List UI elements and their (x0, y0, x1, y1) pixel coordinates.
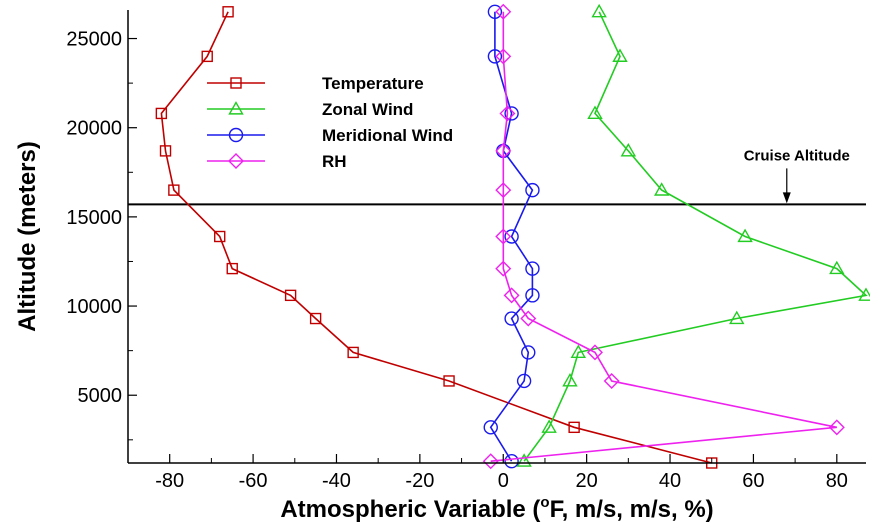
x-tick-label: 60 (742, 470, 764, 492)
legend-item-meridional-wind: Meridional Wind (207, 126, 453, 145)
y-ticks: 5000 10000 15000 20000 25000 (66, 29, 137, 441)
data-point-circle (228, 127, 244, 143)
data-point-triangle (737, 228, 753, 243)
data-point-diamond (495, 260, 512, 277)
x-axis-title-part1: Atmospheric Variable ( (280, 496, 540, 523)
y-axis-title: Altitude (meters) (14, 141, 41, 332)
data-point-circle (504, 106, 519, 121)
data-point-triangle (570, 344, 587, 359)
series-group (155, 3, 870, 470)
data-point-circle (525, 182, 540, 198)
data-point-circle (504, 454, 519, 469)
data-point-diamond (520, 310, 537, 327)
x-axis-title: Atmospheric Variable (oF, m/s, m/s, %) (280, 494, 713, 523)
data-point-triangle (562, 373, 578, 387)
data-point-diamond (495, 142, 512, 159)
data-point-circle (525, 288, 540, 303)
series-line-zonal-wind (523, 11, 868, 462)
data-point-square (347, 346, 359, 359)
data-point-triangle (729, 310, 745, 325)
x-tick-label: -20 (405, 470, 434, 492)
data-point-diamond (603, 372, 620, 389)
data-point-diamond (495, 3, 512, 20)
data-point-diamond (495, 182, 512, 199)
legend-item-temperature: Temperature (207, 74, 424, 93)
data-point-circle (525, 261, 540, 276)
data-point-square (222, 6, 234, 18)
legend-label: RH (322, 152, 347, 171)
x-tick-label: 20 (576, 470, 598, 492)
cruise-altitude-arrow-head (782, 192, 791, 204)
data-point-diamond (828, 419, 845, 436)
series-temperature (155, 6, 718, 469)
cruise-altitude-reference: Cruise Altitude (128, 147, 866, 206)
data-point-square (168, 184, 180, 196)
data-point-circle (483, 420, 498, 435)
x-ticks: -80 -60 -40 -20 0 20 40 60 80 (127, 454, 848, 492)
data-point-diamond (495, 48, 512, 65)
x-tick-label: 0 (498, 470, 509, 492)
y-tick-label: 15000 (66, 207, 122, 229)
data-point-square (201, 50, 213, 63)
data-point-triangle (541, 419, 557, 433)
data-point-diamond (482, 453, 499, 470)
data-point-triangle (591, 3, 607, 18)
data-point-triangle (653, 182, 670, 196)
data-point-square (309, 312, 322, 325)
data-point-square (226, 262, 238, 275)
cruise-altitude-label: Cruise Altitude (744, 147, 850, 164)
data-point-circle (504, 229, 519, 244)
data-point-circle (521, 345, 536, 360)
y-tick-label: 5000 (78, 385, 123, 407)
legend-item-rh: RH (207, 152, 347, 171)
data-point-square (230, 77, 242, 89)
data-point-triangle (829, 260, 845, 275)
data-point-triangle (612, 48, 628, 62)
x-axis-title-part2: F, m/s, m/s, %) (550, 496, 714, 523)
data-point-circle (504, 311, 519, 326)
series-meridional-wind (483, 4, 540, 469)
x-tick-label: 80 (826, 470, 848, 492)
x-tick-label: 40 (659, 470, 681, 492)
x-tick-label: -40 (322, 470, 351, 492)
x-tick-label: -80 (155, 470, 184, 492)
data-point-diamond (499, 105, 516, 122)
data-point-diamond (228, 153, 244, 169)
y-tick-label: 20000 (66, 118, 122, 140)
data-point-square (159, 145, 172, 157)
series-line-meridional-wind (489, 11, 534, 462)
y-tick-label: 10000 (66, 296, 122, 318)
legend: Temperature Zonal Wind Meridional Wind RH (207, 74, 453, 171)
data-point-square (214, 230, 226, 243)
series-rh (482, 3, 845, 470)
data-point-triangle (620, 142, 637, 157)
data-point-circle (487, 4, 503, 19)
data-point-diamond (495, 228, 512, 245)
series-zonal-wind (516, 3, 870, 467)
legend-label: Temperature (322, 74, 424, 93)
x-tick-label: -60 (239, 470, 268, 492)
data-point-diamond (586, 344, 603, 361)
data-point-triangle (858, 287, 870, 301)
data-point-triangle (228, 101, 244, 115)
axes (127, 10, 866, 464)
legend-label: Meridional Wind (322, 126, 453, 145)
data-point-circle (516, 373, 532, 389)
data-point-square (568, 421, 580, 434)
data-point-square (284, 289, 297, 302)
series-line-temperature (160, 11, 712, 464)
data-point-square (443, 375, 455, 387)
series-line-rh (490, 11, 837, 462)
data-point-triangle (516, 453, 532, 467)
data-point-square (155, 107, 168, 120)
legend-label: Zonal Wind (322, 100, 413, 119)
x-axis-title-superscript: o (540, 494, 549, 511)
legend-item-zonal-wind: Zonal Wind (207, 100, 413, 119)
data-point-triangle (587, 105, 603, 120)
data-point-diamond (503, 287, 520, 304)
data-point-circle (487, 49, 503, 64)
y-tick-label: 25000 (66, 29, 122, 51)
